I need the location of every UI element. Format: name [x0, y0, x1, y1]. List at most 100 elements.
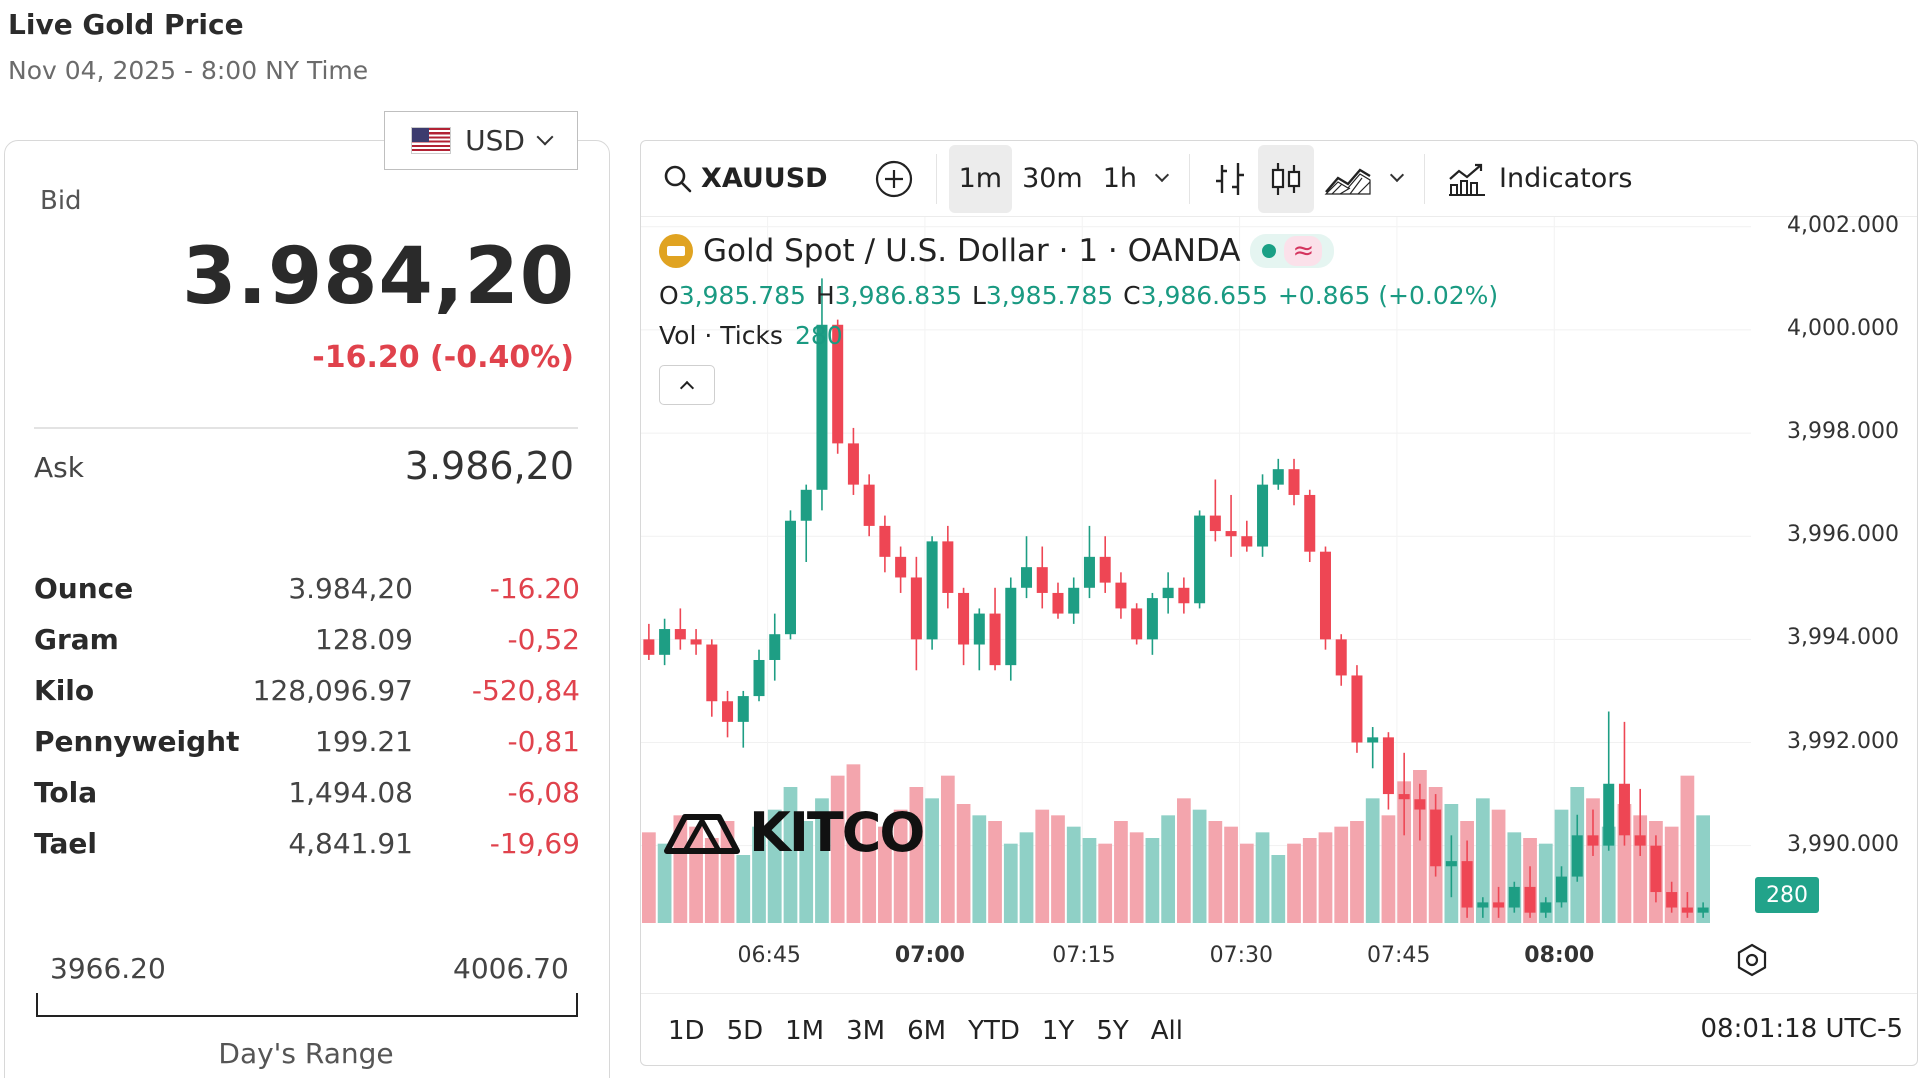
bid-label: Bid: [40, 186, 82, 216]
unit-change: -19,69: [489, 827, 580, 860]
unit-row: Tola 1,494.08 -6,08: [34, 776, 580, 827]
candle-body: [1508, 886, 1520, 908]
candle-body: [895, 556, 907, 578]
volume-bar: [878, 826, 892, 923]
candle-body: [1178, 587, 1190, 604]
range-1d[interactable]: 1D: [668, 1015, 705, 1046]
candle-body: [863, 484, 875, 526]
change-value: +0.865 (+0.02%): [1277, 281, 1499, 310]
interval-1m[interactable]: 1m: [948, 144, 1013, 213]
x-axis-label: 06:45: [737, 943, 801, 968]
candle-body: [1288, 469, 1300, 495]
interval-1h[interactable]: 1h: [1102, 163, 1138, 194]
x-axis-label: 07:15: [1052, 943, 1116, 968]
volume-bar: [1475, 798, 1490, 923]
range-ytd[interactable]: YTD: [968, 1015, 1020, 1046]
candle-body: [958, 592, 970, 645]
unit-change: -6,08: [507, 776, 580, 809]
chevron-up-icon: [679, 380, 695, 396]
unit-change: -0,52: [507, 623, 580, 656]
interval-30m[interactable]: 30m: [1022, 163, 1083, 194]
volume-bar: [1397, 781, 1412, 923]
market-status-badge[interactable]: ≈: [1250, 234, 1335, 268]
high-label: H: [815, 281, 835, 310]
candle-body: [1540, 902, 1552, 913]
symbol-search[interactable]: XAUUSD: [653, 145, 838, 213]
day-range-bar: [36, 993, 578, 1017]
open-value: 3,985.785: [678, 281, 806, 310]
volume-bar: [1586, 798, 1600, 923]
volume-bar: [1491, 809, 1506, 923]
volume-bar: [1035, 809, 1050, 923]
range-1y[interactable]: 1Y: [1041, 1015, 1075, 1046]
candle-body: [1351, 675, 1363, 743]
unit-value: 4,841.91: [288, 827, 413, 860]
volume-label: Vol · Ticks: [659, 321, 783, 350]
volume-bar: [1287, 843, 1301, 923]
area-chart-type-button[interactable]: [1314, 145, 1382, 213]
chart-toolbar: XAUUSD 1m 30m 1h Indicators: [641, 141, 1917, 217]
legend-separator: /: [864, 233, 876, 269]
range-all[interactable]: All: [1150, 1015, 1183, 1046]
y-axis-label: 4,002.000: [1787, 212, 1899, 238]
candle-body: [643, 639, 655, 655]
plus-circle-icon: [875, 160, 912, 197]
bar-chart-type-button[interactable]: [1202, 145, 1258, 213]
candle-body: [1131, 608, 1143, 640]
volume-bar: [1208, 821, 1223, 923]
chart-settings-icon[interactable]: [1735, 943, 1769, 977]
candle-body: [1304, 494, 1316, 552]
candle-body: [1319, 551, 1331, 640]
candle-body: [1021, 567, 1033, 588]
volume-bar: [1381, 815, 1396, 923]
volume-bar: [642, 832, 656, 923]
volume-bar: [1302, 838, 1317, 923]
currency-label: USD: [465, 124, 525, 157]
toolbar-separator: [1424, 153, 1426, 204]
page-title: Live Gold Price: [8, 8, 244, 41]
volume-bar: [909, 787, 924, 923]
candle-body: [1461, 861, 1473, 908]
candle-body: [1115, 582, 1127, 609]
volume-bar: [1066, 826, 1081, 923]
candle-body: [989, 613, 1001, 666]
instrument-counter: U.S. Dollar · 1 · OANDA: [885, 233, 1241, 269]
clock-display: 08:01:18 UTC-5: [1700, 1014, 1903, 1044]
close-value: 3,986.655: [1140, 281, 1268, 310]
time-range-bar: 1D 5D 1M 3M 6M YTD 1Y 5Y All 08:01:18 UT…: [641, 993, 1917, 1065]
collapse-legend-button[interactable]: [659, 365, 715, 405]
compare-button[interactable]: [864, 145, 924, 213]
range-5y[interactable]: 5Y: [1096, 1015, 1129, 1046]
unit-name: Pennyweight: [34, 725, 240, 758]
kitco-mark-icon: [664, 813, 740, 854]
volume-bar: [1129, 832, 1144, 923]
indicators-icon: [1449, 163, 1486, 196]
range-6m[interactable]: 6M: [907, 1015, 947, 1046]
candle-body: [973, 613, 985, 645]
divider: [34, 427, 578, 429]
candle-body: [690, 639, 702, 645]
indicators-button[interactable]: Indicators: [1437, 145, 1642, 213]
day-range-label: Day's Range: [218, 1037, 394, 1070]
y-axis-label: 3,992.000: [1787, 728, 1899, 754]
price-chart[interactable]: [641, 141, 1918, 993]
candle-body: [1052, 592, 1064, 614]
candle-body: [1666, 892, 1678, 908]
volume-bar: [893, 809, 908, 923]
volume-bar: [1601, 826, 1616, 923]
day-range-high: 4006.70: [453, 952, 569, 985]
range-3m[interactable]: 3M: [846, 1015, 886, 1046]
candle-body: [1634, 835, 1646, 846]
range-5d[interactable]: 5D: [726, 1015, 764, 1046]
candle-body: [800, 489, 812, 521]
chart-widget: XAUUSD 1m 30m 1h Indicators: [640, 140, 1918, 1066]
range-1m[interactable]: 1M: [785, 1015, 825, 1046]
ask-price: 3.986,20: [404, 444, 574, 488]
unit-value: 128,096.97: [252, 674, 413, 707]
volume-bar: [657, 843, 672, 923]
candle-body: [1225, 531, 1237, 537]
candle-body: [1603, 783, 1615, 846]
candle-body: [1587, 835, 1599, 846]
candle-chart-type-button[interactable]: [1258, 144, 1315, 213]
currency-selector[interactable]: USD: [384, 111, 578, 170]
